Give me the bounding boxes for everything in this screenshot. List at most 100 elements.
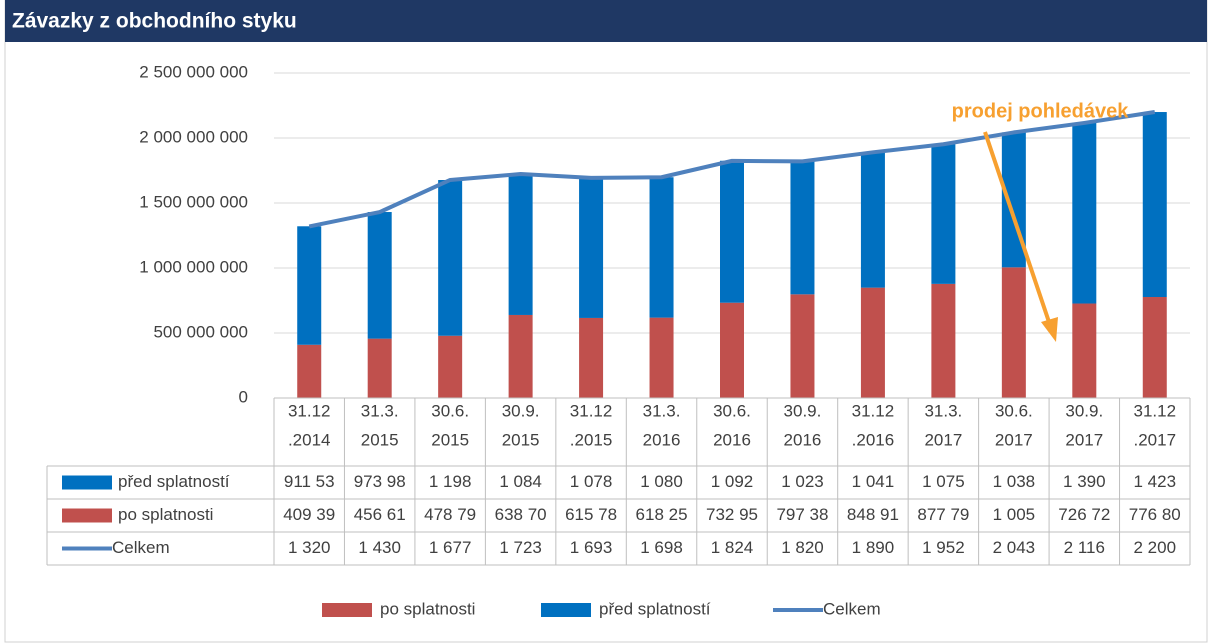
bar [508,314,533,398]
table-cell: 456 61 [354,505,406,524]
table-cell: 1 820 [781,538,824,557]
annotation: prodej pohledávek [952,100,1130,122]
table-cell: 1 075 [922,472,965,491]
table-cell: 1 430 [358,538,401,557]
table-cell: 877 79 [917,505,969,524]
table-cell: 1 023 [781,472,824,491]
x-tick-label: 2015 [502,430,540,449]
x-tick-label: 2016 [643,430,681,449]
table-cell: 2 043 [993,538,1036,557]
table-cell: 1 041 [852,472,895,491]
x-tick-label: 2016 [784,430,822,449]
table-row-label: Celkem [112,538,170,557]
x-tick-label: 2016 [713,430,751,449]
table-cell: 1 320 [288,538,331,557]
x-tick-label: 2015 [361,430,399,449]
x-tick-label: 31.3. [361,401,399,420]
table-row-label: před splatností [118,472,230,491]
legend-label: před splatností [599,599,711,618]
bar [367,338,392,398]
bar [931,283,956,398]
x-tick-label: 2017 [1065,430,1103,449]
bar [860,287,885,398]
table-cell: 409 39 [283,505,335,524]
table-row-label: po splatnosti [118,505,213,524]
chart-title: Závazky z obchodního styku [12,10,297,33]
table-cell: 1 038 [993,472,1036,491]
x-tick-label: 31.12 [1133,401,1176,420]
table-cell: 732 95 [706,505,758,524]
legend-label: po splatnosti [380,599,475,618]
table-cell: 1 693 [570,538,613,557]
bar [790,294,815,398]
x-tick-label: 31.12 [288,401,331,420]
bar [860,152,885,288]
y-tick-label: 2 500 000 000 [139,62,248,81]
plot: 0 500 000 000 1 000 000 000 1 500 000 000 2 … [46,62,1191,618]
x-tick-label: .2016 [852,430,895,449]
legend-key [62,508,112,523]
bar [720,160,744,303]
table-cell: 1 078 [570,472,613,491]
bar [720,302,744,398]
x-tick-label: 2015 [431,430,469,449]
table-cell: 1 084 [499,472,542,491]
table-cell: 911 53 [284,472,335,491]
bar [790,161,815,295]
bar [579,177,604,318]
table-cell: 1 677 [429,538,472,557]
x-tick-label: 30.9. [1065,401,1103,420]
y-tick-label: 2 000 000 000 [139,127,248,146]
bar [1142,297,1167,398]
table-cell: 973 98 [354,472,406,491]
y-tick-label: 500 000 000 [153,322,248,341]
table-cell: 726 72 [1058,505,1110,524]
table-cell: 2 200 [1133,538,1176,557]
x-tick-label: .2015 [570,430,613,449]
table-cell: 1 092 [711,472,754,491]
header [5,0,1207,42]
table-cell: 1 952 [922,538,965,557]
table-cell: 1 080 [640,472,683,491]
x-tick-label: 30.9. [784,401,822,420]
table-cell: 1 723 [499,538,542,557]
table-cell: 776 80 [1129,505,1181,524]
table-cell: 1 698 [640,538,683,557]
legend-key [541,603,591,617]
bar [297,344,322,398]
x-tick-label: 31.3. [924,401,962,420]
line [308,110,1156,229]
legend-key [62,475,112,490]
bar [367,212,392,339]
bar [1001,267,1026,398]
table-cell: 1 198 [429,472,472,491]
x-tick-label: 30.9. [502,401,540,420]
bar [1072,303,1097,398]
x-tick-label: 2017 [924,430,962,449]
y-tick-label: 0 [239,387,248,406]
x-tick-label: 30.6. [431,401,469,420]
x-tick-label: 31.12 [570,401,613,420]
table-cell: 478 79 [424,505,476,524]
bar [1072,122,1097,304]
table-cell: 1 005 [993,505,1036,524]
table-cell: 1 824 [711,538,754,557]
bar [508,174,533,315]
y-tick-label: 1 500 000 000 [139,192,248,211]
x-tick-label: 30.6. [713,401,751,420]
x-tick-label: .2014 [288,430,331,449]
legend-key [322,603,372,617]
table-cell: 797 38 [776,505,828,524]
table-cell: 1 390 [1063,472,1106,491]
legend-label: Celkem [823,599,881,618]
table-cell: 1 890 [852,538,895,557]
x-tick-label: 30.6. [995,401,1033,420]
x-tick-label: .2017 [1133,430,1176,449]
bar [931,144,956,284]
bar [438,335,463,398]
x-tick-label: 2017 [995,430,1033,449]
table-cell: 2 116 [1064,538,1105,557]
annotation-arrow [983,131,1058,342]
bar [297,226,322,345]
